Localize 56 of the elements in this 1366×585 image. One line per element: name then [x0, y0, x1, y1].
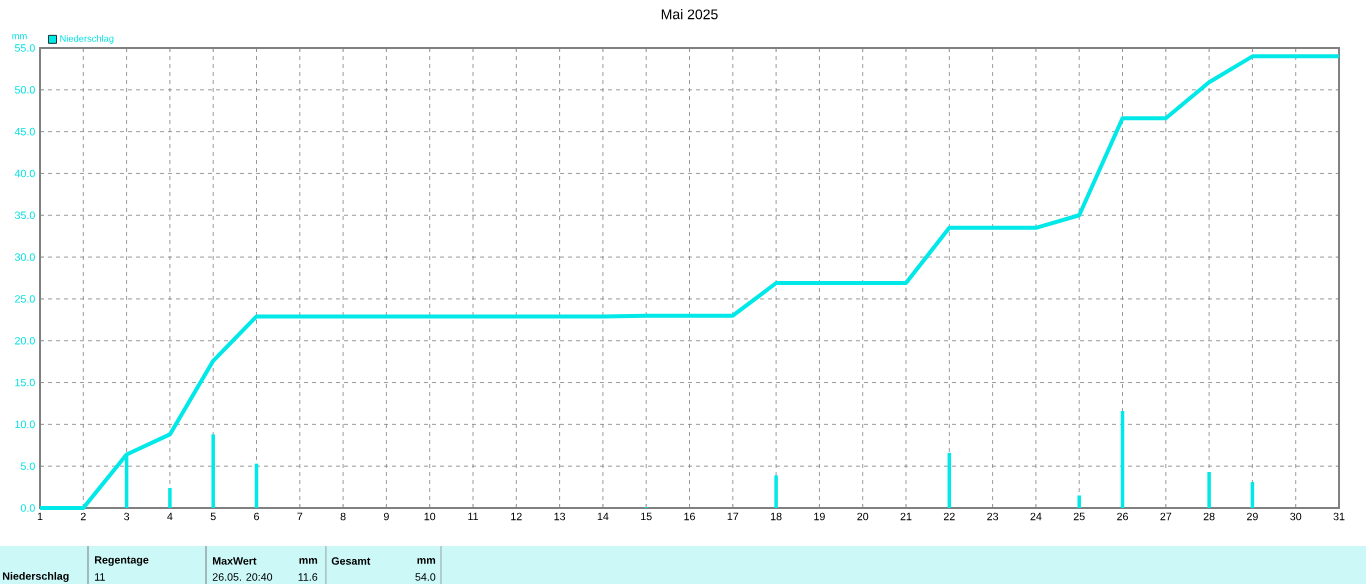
x-tick-label: 29	[1247, 512, 1258, 521]
y-tick-label: 25.0	[15, 295, 35, 303]
x-tick-label: 8	[340, 512, 346, 521]
x-tick-label: 16	[684, 512, 695, 521]
y-tick-label: 45.0	[14, 128, 35, 136]
x-tick-label: 13	[554, 512, 566, 521]
x-tick-label: 27	[1160, 512, 1172, 521]
x-tick-label: 12	[511, 512, 522, 521]
y-tick-label: 50.0	[14, 86, 35, 94]
x-tick-label: 22	[943, 512, 955, 521]
x-tick-label: 26	[1117, 512, 1128, 521]
x-tick-label: 9	[383, 512, 389, 521]
text: 26.05. 20:40	[212, 573, 273, 582]
x-tick-label: 31	[1333, 512, 1345, 521]
x-tick-label: 6	[254, 512, 259, 521]
y-tick-label: 10.0	[15, 420, 35, 429]
text: 11	[95, 573, 105, 581]
x-tick-label: 5	[210, 512, 216, 521]
x-tick-label: 20	[857, 512, 869, 521]
x-tick-label: 15	[641, 512, 652, 521]
x-tick-label: 11	[468, 512, 479, 521]
x-tick-label: 18	[770, 512, 782, 521]
y-tick-label: 30.0	[14, 253, 35, 262]
x-tick-label: 24	[1030, 512, 1042, 521]
y-tick-label: 0.0	[20, 504, 35, 513]
y-tick-label: 5.0	[20, 462, 35, 471]
x-tick-label: 2	[80, 512, 86, 521]
x-tick-label: 28	[1203, 512, 1215, 521]
y-tick-label: 15.0	[15, 379, 35, 387]
x-tick-label: 25	[1073, 512, 1085, 521]
x-tick-label: 19	[814, 512, 825, 521]
y-tick-label: 55.0	[14, 44, 35, 53]
text: MaxWert	[212, 557, 257, 565]
x-tick-label: 10	[424, 512, 436, 521]
y-tick-label: 40.0	[14, 169, 35, 178]
x-tick-label: 7	[297, 512, 303, 521]
x-tick-label: 1	[37, 512, 43, 521]
y-axis-title: mm	[12, 34, 27, 40]
y-tick-label: 35.0	[14, 211, 35, 220]
x-tick-label: 14	[597, 512, 609, 521]
text: mm	[417, 558, 436, 565]
x-tick-label: 30	[1290, 512, 1302, 521]
text: Regentage	[94, 556, 149, 567]
text: 11.6	[298, 573, 318, 582]
text: 54.0	[415, 573, 436, 582]
text: Niederschlag	[2, 572, 69, 583]
x-tick-label: 21	[900, 512, 912, 521]
x-tick-label: 23	[987, 512, 999, 521]
legend-label: Niederschlag	[60, 35, 114, 44]
chart-title: Mai 2025	[661, 9, 718, 20]
x-tick-label: 4	[167, 512, 173, 521]
text: Gesamt	[331, 557, 371, 566]
x-tick-label: 3	[124, 512, 130, 521]
text: mm	[299, 558, 318, 565]
x-tick-label: 17	[727, 512, 739, 521]
y-tick-label: 20.0	[15, 337, 35, 345]
